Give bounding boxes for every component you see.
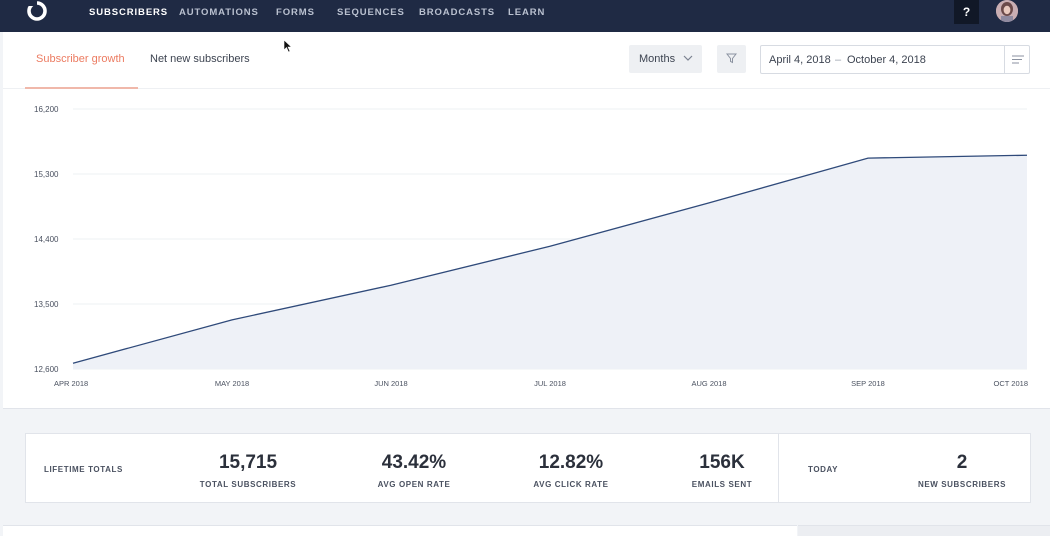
tabs-divider [3,88,1050,89]
menu-lines-icon [1012,55,1024,64]
date-range-menu-button[interactable] [1004,46,1030,73]
nav-broadcasts[interactable]: BROADCASTS [419,7,496,18]
y-tick-label: 15,300 [34,170,59,179]
nav-subscribers[interactable]: SUBSCRIBERS [89,7,169,18]
x-tick-label: JUL 2018 [534,379,566,388]
avg-click-rate-label: AVG CLICK RATE [533,480,609,489]
active-tab-indicator [25,87,138,89]
y-tick-label: 16,200 [34,105,59,114]
emails-sent-value: 156K [699,452,745,473]
x-tick-label: MAY 2018 [215,379,249,388]
y-tick-label: 12,600 [34,365,59,374]
total-subscribers-label: TOTAL SUBSCRIBERS [199,480,297,489]
top-navigation-bar: SUBSCRIBERS AUTOMATIONS FORMS SEQUENCES … [0,0,1050,32]
today-label: TODAY [808,465,839,474]
nav-automations[interactable]: AUTOMATIONS [179,7,259,18]
subscriber-chart-card: Subscriber growth Net new subscribers Mo… [3,32,1050,409]
tab-subscriber-growth[interactable]: Subscriber growth [36,53,125,65]
x-tick-label: AUG 2018 [691,379,726,388]
period-select[interactable]: Months [629,45,702,73]
filter-button[interactable] [717,45,746,73]
mouse-cursor-icon [283,39,293,53]
lifetime-totals-label: LIFETIME TOTALS [44,465,123,474]
x-tick-label: OCT 2018 [994,379,1028,388]
help-button[interactable]: ? [954,0,979,24]
x-tick-label: APR 2018 [54,379,88,388]
avg-click-rate-value: 12.82% [538,452,604,473]
date-range-start: April 4, 2018 [769,54,831,66]
convertkit-logo-icon[interactable] [24,0,50,26]
emails-sent-label: EMAILS SENT [691,480,753,489]
series-line [72,154,1028,364]
series-area [73,155,1027,369]
nav-sequences[interactable]: SEQUENCES [337,7,405,18]
today-new-subscribers-label: NEW SUBSCRIBERS [917,480,1007,489]
date-range-end: October 4, 2018 [847,54,926,66]
period-select-value: Months [639,53,676,65]
bottom-panel-right [798,525,1050,536]
bottom-panel-left [3,525,797,536]
filter-funnel-icon [726,53,737,64]
lifetime-totals-card: LIFETIME TOTALS 15,715 TOTAL SUBSCRIBERS… [25,433,1031,503]
user-avatar[interactable] [996,0,1018,22]
x-tick-label: JUN 2018 [374,379,407,388]
avg-open-rate-label: AVG OPEN RATE [377,480,451,489]
subscriber-growth-chart: 16,200 15,300 14,400 13,500 12,600 APR 2018 MA… [34,105,1028,388]
date-range-picker[interactable]: April 4, 2018 – October 4, 2018 [760,45,1030,74]
tab-net-new-subscribers[interactable]: Net new subscribers [150,53,250,65]
nav-forms[interactable]: FORMS [276,7,315,18]
y-tick-label: 14,400 [34,235,59,244]
chevron-down-icon [683,55,693,61]
today-new-subscribers-value: 2 [956,452,968,473]
avatar-photo-icon [996,0,1018,22]
x-tick-label: SEP 2018 [851,379,885,388]
nav-learn[interactable]: LEARN [508,7,546,18]
total-subscribers-value: 15,715 [218,452,278,473]
avg-open-rate-value: 43.42% [381,452,447,473]
stats-divider [778,434,779,502]
date-range-separator: – [835,54,842,66]
y-tick-label: 13,500 [34,300,59,309]
